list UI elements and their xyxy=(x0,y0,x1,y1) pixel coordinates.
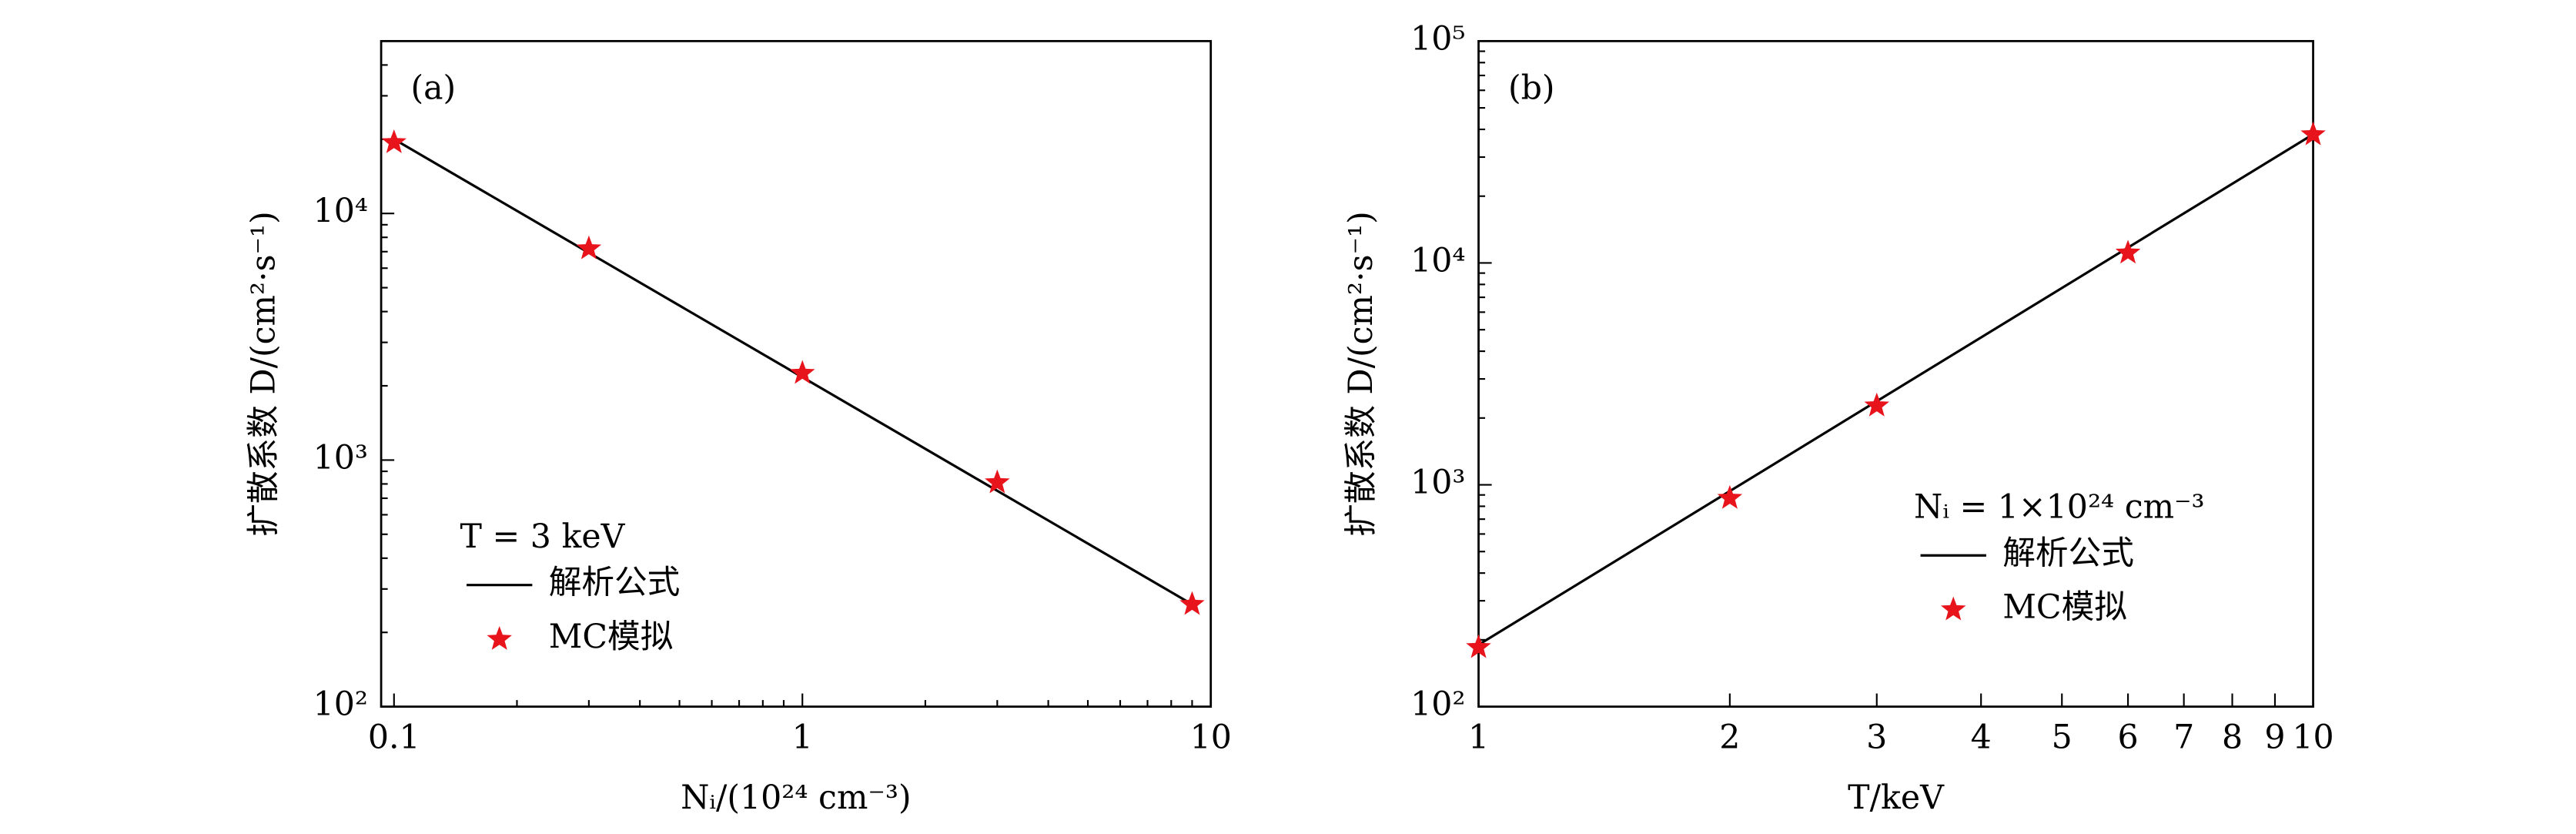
legend-annotation: Nᵢ = 1×10²⁴ cm⁻³ xyxy=(1914,488,2205,527)
data-point xyxy=(1466,634,1491,658)
x-axis-title: T/keV xyxy=(1848,779,1945,817)
x-tick-label: 2 xyxy=(1719,718,1740,756)
plot-frame xyxy=(380,39,1213,708)
legend-swatch xyxy=(1941,596,1966,621)
y-axis-title: 扩散系数 D/(cm²·s⁻¹) xyxy=(1342,211,1380,537)
data-point xyxy=(1179,591,1205,615)
y-tick-label: 10⁴ xyxy=(313,192,368,230)
x-tick-label: 8 xyxy=(2222,718,2243,756)
legend-label: 解析公式 xyxy=(549,564,681,602)
x-tick-label: 6 xyxy=(2118,718,2139,756)
x-tick-label: 10 xyxy=(2292,718,2333,756)
x-tick-label: 1 xyxy=(1468,718,1489,756)
data-point xyxy=(576,235,602,260)
y-tick-label: 10² xyxy=(1410,685,1465,724)
x-tick-label: 10 xyxy=(1190,718,1232,756)
panel-label: (b) xyxy=(1508,69,1555,107)
data-point xyxy=(1717,484,1743,509)
x-tick-label: 1 xyxy=(792,718,813,756)
y-tick-label: 10² xyxy=(313,685,368,724)
x-tick-label: 9 xyxy=(2264,718,2285,756)
legend-label: MC模拟 xyxy=(2002,588,2127,627)
data-point xyxy=(790,360,815,384)
x-tick-label: 7 xyxy=(2173,718,2194,756)
data-point xyxy=(2115,239,2141,264)
legend-label: MC模拟 xyxy=(549,618,674,656)
x-tick-label: 0.1 xyxy=(368,718,420,756)
data-point xyxy=(2300,121,2326,146)
data-point xyxy=(1864,392,1889,417)
data-point xyxy=(381,129,407,153)
legend-annotation: T = 3 keV xyxy=(460,517,626,556)
x-tick-label: 3 xyxy=(1866,718,1887,756)
y-tick-label: 10⁵ xyxy=(1410,19,1465,58)
y-tick-label: 10³ xyxy=(313,438,368,477)
x-axis-title: Nᵢ/(10²⁴ cm⁻³) xyxy=(681,779,912,817)
x-tick-label: 4 xyxy=(1971,718,1992,756)
y-axis-title: 扩散系数 D/(cm²·s⁻¹) xyxy=(245,211,283,537)
panel-label: (a) xyxy=(410,69,456,107)
legend-label: 解析公式 xyxy=(2002,534,2134,572)
data-point xyxy=(985,469,1010,494)
plot-frame xyxy=(1477,39,2314,708)
x-tick-label: 5 xyxy=(2052,718,2073,756)
data-line xyxy=(1477,133,2314,646)
data-line xyxy=(393,138,1193,606)
legend-swatch xyxy=(487,626,512,650)
y-tick-label: 10⁴ xyxy=(1410,241,1465,280)
y-tick-label: 10³ xyxy=(1410,464,1465,502)
